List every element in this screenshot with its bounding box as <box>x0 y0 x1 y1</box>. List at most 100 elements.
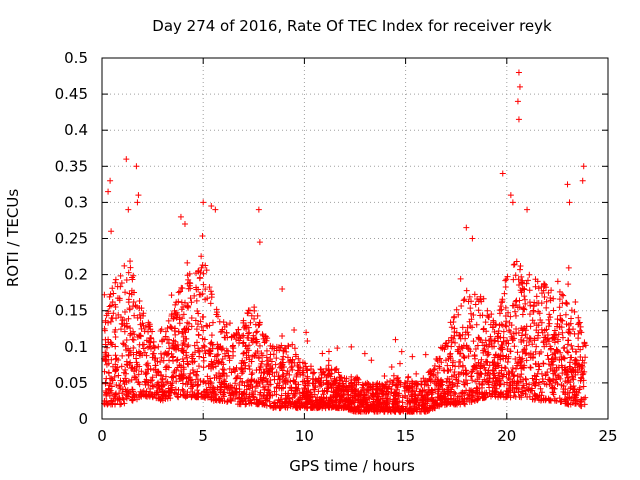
data-point <box>574 366 581 373</box>
data-point <box>532 360 539 367</box>
data-point <box>102 336 109 343</box>
data-point <box>459 363 466 370</box>
data-point <box>133 349 140 356</box>
data-point <box>101 325 108 332</box>
data-point <box>412 391 419 398</box>
data-point <box>246 393 253 400</box>
data-point <box>324 385 331 392</box>
data-point <box>193 326 200 333</box>
data-point <box>564 379 571 386</box>
data-point <box>287 357 294 364</box>
data-point <box>113 315 120 322</box>
data-point <box>188 299 195 306</box>
data-point <box>215 351 222 358</box>
data-point <box>521 306 528 313</box>
data-point <box>281 399 288 406</box>
data-point <box>368 357 375 364</box>
data-point <box>568 368 575 375</box>
data-point <box>483 358 490 365</box>
data-point <box>184 358 191 365</box>
data-point <box>465 353 472 360</box>
data-point <box>414 381 421 388</box>
data-point <box>179 330 186 337</box>
data-point <box>358 399 365 406</box>
data-point <box>242 365 249 372</box>
data-point <box>243 391 250 398</box>
data-point <box>467 305 474 312</box>
data-point <box>484 307 491 314</box>
data-point <box>324 372 331 379</box>
data-point <box>132 374 139 381</box>
data-point <box>180 303 187 310</box>
data-point <box>490 370 497 377</box>
data-point <box>204 323 211 330</box>
data-point <box>191 342 198 349</box>
data-point <box>266 398 273 405</box>
data-point <box>551 385 558 392</box>
data-point <box>463 367 470 374</box>
data-point <box>155 369 162 375</box>
x-axis-label: GPS time / hours <box>289 457 415 475</box>
data-point <box>549 361 556 368</box>
data-point <box>524 394 531 401</box>
data-point <box>208 339 215 346</box>
data-point <box>507 313 514 320</box>
data-point <box>434 393 441 400</box>
data-point <box>200 389 207 396</box>
data-point <box>295 398 302 405</box>
data-point <box>185 320 192 327</box>
data-point <box>523 357 530 364</box>
y-tick-label: 0.5 <box>64 49 88 67</box>
data-point <box>502 322 509 329</box>
data-point <box>303 388 310 395</box>
data-point <box>430 366 437 373</box>
data-point <box>562 397 569 404</box>
data-point <box>239 333 246 340</box>
data-point <box>411 408 418 415</box>
data-point <box>203 322 210 329</box>
data-point <box>460 378 467 385</box>
data-point <box>110 310 117 317</box>
data-point <box>538 370 545 377</box>
data-point <box>560 292 567 299</box>
data-point <box>477 371 484 378</box>
data-point <box>485 351 492 358</box>
data-point <box>125 393 132 400</box>
data-point <box>179 380 186 387</box>
data-point <box>117 283 124 290</box>
data-point <box>159 338 166 345</box>
data-point <box>271 399 278 406</box>
data-point <box>252 388 259 395</box>
data-point <box>123 361 130 368</box>
data-point <box>173 314 180 321</box>
data-point <box>535 322 542 329</box>
data-point <box>212 206 219 213</box>
data-point <box>507 389 514 396</box>
data-point <box>242 343 249 350</box>
data-point <box>532 395 539 402</box>
data-point <box>129 394 136 401</box>
data-point <box>171 307 178 314</box>
data-point <box>491 328 498 335</box>
data-point <box>383 401 390 408</box>
data-point <box>143 370 150 377</box>
data-point <box>140 310 147 317</box>
data-point <box>509 199 516 206</box>
data-point <box>449 357 456 364</box>
data-point <box>463 342 470 349</box>
data-point <box>479 312 486 319</box>
data-point <box>505 309 512 316</box>
data-point <box>432 397 439 404</box>
data-point <box>223 329 230 336</box>
data-point <box>140 322 147 329</box>
data-point <box>415 392 422 399</box>
data-point <box>184 280 191 287</box>
data-point <box>195 393 202 400</box>
data-point <box>206 362 213 369</box>
data-point <box>306 391 313 398</box>
data-point <box>355 376 362 383</box>
data-point <box>463 396 470 403</box>
data-point <box>272 361 279 368</box>
data-point <box>338 374 345 381</box>
data-point <box>569 346 576 353</box>
